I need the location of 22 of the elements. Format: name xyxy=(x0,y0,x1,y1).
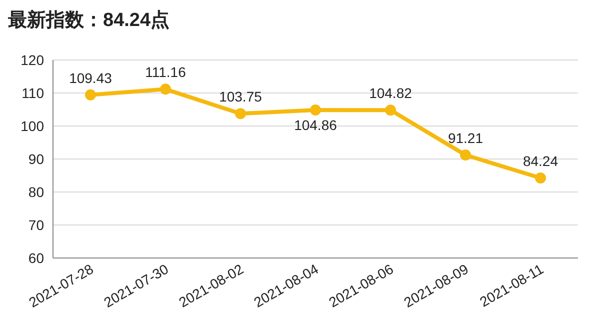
y-tick-label: 60 xyxy=(28,250,44,266)
data-label: 109.43 xyxy=(69,70,112,86)
data-label: 111.16 xyxy=(145,64,186,80)
data-label: 91.21 xyxy=(448,130,484,146)
y-tick-label: 90 xyxy=(28,151,44,167)
y-tick-label: 100 xyxy=(20,118,44,134)
point xyxy=(385,104,396,116)
data-label: 104.86 xyxy=(294,116,338,133)
data-label: 84.24 xyxy=(522,153,558,170)
data-label: 103.75 xyxy=(219,88,262,105)
point xyxy=(460,150,471,161)
y-tick-label: 110 xyxy=(22,85,44,101)
point xyxy=(85,89,96,100)
y-tick-label: 80 xyxy=(28,184,44,200)
point xyxy=(310,104,321,116)
point xyxy=(160,84,171,95)
point xyxy=(235,108,246,120)
data-label: 104.82 xyxy=(369,85,412,102)
point xyxy=(535,172,546,184)
y-tick-label: 70 xyxy=(28,217,44,233)
chart-title: 最新指数：84.24点 xyxy=(7,9,170,31)
y-tick-label: 120 xyxy=(20,52,44,68)
